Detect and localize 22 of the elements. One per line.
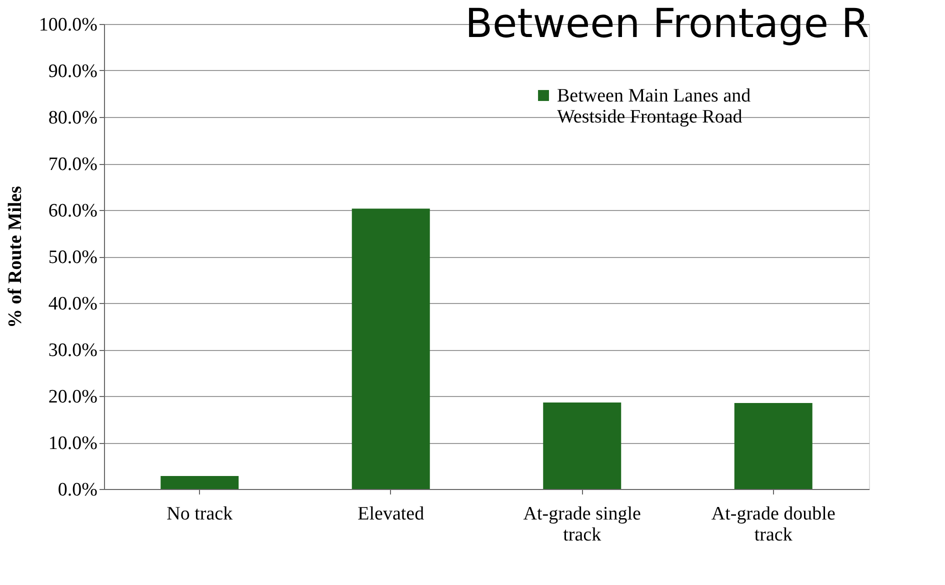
y-tick-label: 90.0% bbox=[48, 61, 98, 82]
y-tick-label: 80.0% bbox=[48, 108, 98, 128]
bar bbox=[543, 402, 622, 489]
y-tick-label: 70.0% bbox=[48, 154, 98, 175]
bar bbox=[734, 402, 812, 489]
y-tick-label: 0.0% bbox=[58, 480, 98, 500]
legend-label: Between Main Lanes and Westside Frontage Road bbox=[557, 86, 752, 128]
y-tick-label: 100.0% bbox=[38, 14, 98, 36]
x-tick-label: Elevated bbox=[358, 504, 425, 524]
y-tick-label: 10.0% bbox=[48, 433, 98, 454]
y-tick-label: 20.0% bbox=[48, 386, 98, 408]
y-tick-label: 30.0% bbox=[48, 340, 98, 361]
y-tick-label: 60.0% bbox=[48, 200, 98, 222]
x-tick-label: At-grade double track bbox=[711, 504, 836, 546]
bar bbox=[352, 208, 430, 489]
chart-title: Between Frontage R bbox=[465, 1, 869, 47]
y-tick-label: 40.0% bbox=[48, 294, 98, 314]
y-tick-label: 50.0% bbox=[48, 247, 98, 268]
y-axis-title: % of Route Miles bbox=[4, 186, 26, 328]
x-tick-label: No track bbox=[166, 504, 234, 524]
x-tick-label: At-grade single track bbox=[523, 504, 641, 546]
bar bbox=[160, 476, 239, 489]
